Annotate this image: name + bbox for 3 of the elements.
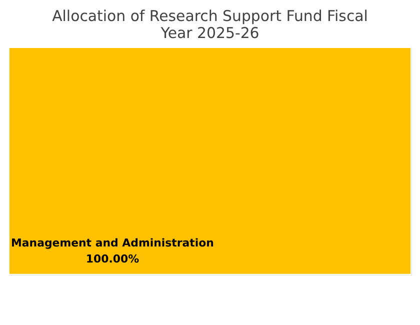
data-label: 100.00%: [86, 252, 140, 266]
category-label: Management and Administration: [11, 236, 214, 250]
text: Allocation of Research Support Fund Fiscal Year 2025-26: [52, 7, 368, 42]
